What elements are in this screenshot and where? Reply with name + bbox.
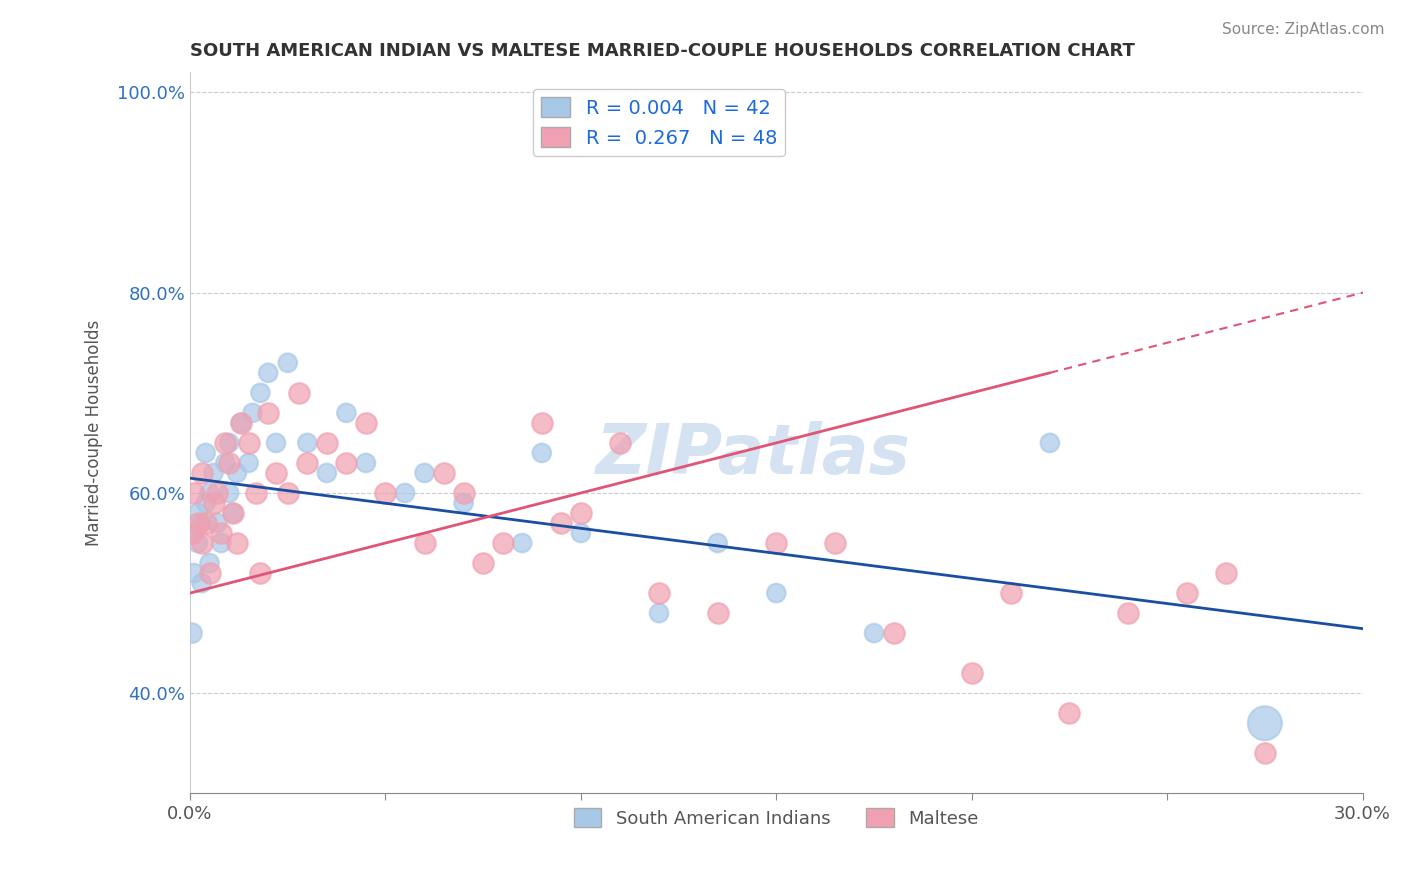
Point — [226, 536, 249, 550]
Point — [315, 466, 337, 480]
Point — [249, 385, 271, 400]
Point — [335, 406, 357, 420]
Point — [472, 556, 495, 570]
Point — [187, 516, 209, 530]
Point — [1254, 747, 1277, 761]
Point — [264, 436, 287, 450]
Point — [1175, 586, 1198, 600]
Point — [222, 506, 245, 520]
Point — [394, 486, 416, 500]
Point — [218, 486, 240, 500]
Point — [209, 536, 232, 550]
Point — [277, 486, 299, 500]
Point — [198, 556, 221, 570]
Point — [765, 586, 787, 600]
Point — [824, 536, 846, 550]
Point — [1059, 706, 1081, 721]
Point — [883, 626, 905, 640]
Point — [648, 606, 671, 620]
Point — [288, 385, 311, 400]
Point — [183, 486, 205, 500]
Text: SOUTH AMERICAN INDIAN VS MALTESE MARRIED-COUPLE HOUSEHOLDS CORRELATION CHART: SOUTH AMERICAN INDIAN VS MALTESE MARRIED… — [190, 42, 1135, 60]
Point — [214, 456, 236, 470]
Point — [249, 566, 271, 580]
Point — [453, 496, 475, 510]
Point — [530, 446, 553, 460]
Point — [354, 416, 377, 430]
Point — [202, 496, 225, 510]
Point — [550, 516, 572, 530]
Point — [297, 436, 319, 450]
Point — [315, 436, 337, 450]
Point — [218, 456, 240, 470]
Point — [863, 626, 886, 640]
Point — [214, 436, 236, 450]
Point — [960, 666, 983, 681]
Y-axis label: Married-couple Households: Married-couple Households — [86, 319, 103, 546]
Point — [242, 406, 264, 420]
Point — [245, 486, 267, 500]
Point — [187, 506, 209, 520]
Point — [194, 446, 217, 460]
Point — [257, 406, 280, 420]
Point — [207, 516, 229, 530]
Point — [257, 366, 280, 380]
Point — [191, 466, 214, 480]
Point — [191, 576, 214, 591]
Point — [354, 456, 377, 470]
Text: ZIPatlas: ZIPatlas — [595, 421, 910, 488]
Point — [229, 416, 252, 430]
Point — [238, 436, 260, 450]
Point — [183, 526, 205, 541]
Point — [277, 356, 299, 370]
Point — [1254, 716, 1277, 731]
Point — [492, 536, 515, 550]
Point — [194, 496, 217, 510]
Point — [202, 466, 225, 480]
Point — [218, 436, 240, 450]
Point — [530, 416, 553, 430]
Point — [1039, 436, 1062, 450]
Point — [187, 536, 209, 550]
Point — [374, 486, 396, 500]
Point — [609, 436, 631, 450]
Point — [238, 456, 260, 470]
Point — [183, 566, 205, 580]
Point — [229, 416, 252, 430]
Point — [706, 606, 728, 620]
Point — [706, 536, 728, 550]
Point — [413, 536, 436, 550]
Point — [198, 486, 221, 500]
Point — [194, 516, 217, 530]
Point — [433, 466, 456, 480]
Point — [191, 536, 214, 550]
Point — [207, 486, 229, 500]
Point — [648, 586, 671, 600]
Point — [222, 506, 245, 520]
Point — [1215, 566, 1237, 580]
Point — [209, 526, 232, 541]
Point — [335, 456, 357, 470]
Point — [226, 466, 249, 480]
Point — [191, 516, 214, 530]
Point — [181, 526, 204, 541]
Text: Source: ZipAtlas.com: Source: ZipAtlas.com — [1222, 22, 1385, 37]
Point — [1116, 606, 1139, 620]
Point — [1000, 586, 1022, 600]
Legend: South American Indians, Maltese: South American Indians, Maltese — [567, 801, 986, 835]
Point — [510, 536, 533, 550]
Point — [765, 536, 787, 550]
Point — [569, 526, 592, 541]
Point — [453, 486, 475, 500]
Point — [569, 506, 592, 520]
Point — [198, 566, 221, 580]
Point — [297, 456, 319, 470]
Point — [264, 466, 287, 480]
Point — [181, 626, 204, 640]
Point — [413, 466, 436, 480]
